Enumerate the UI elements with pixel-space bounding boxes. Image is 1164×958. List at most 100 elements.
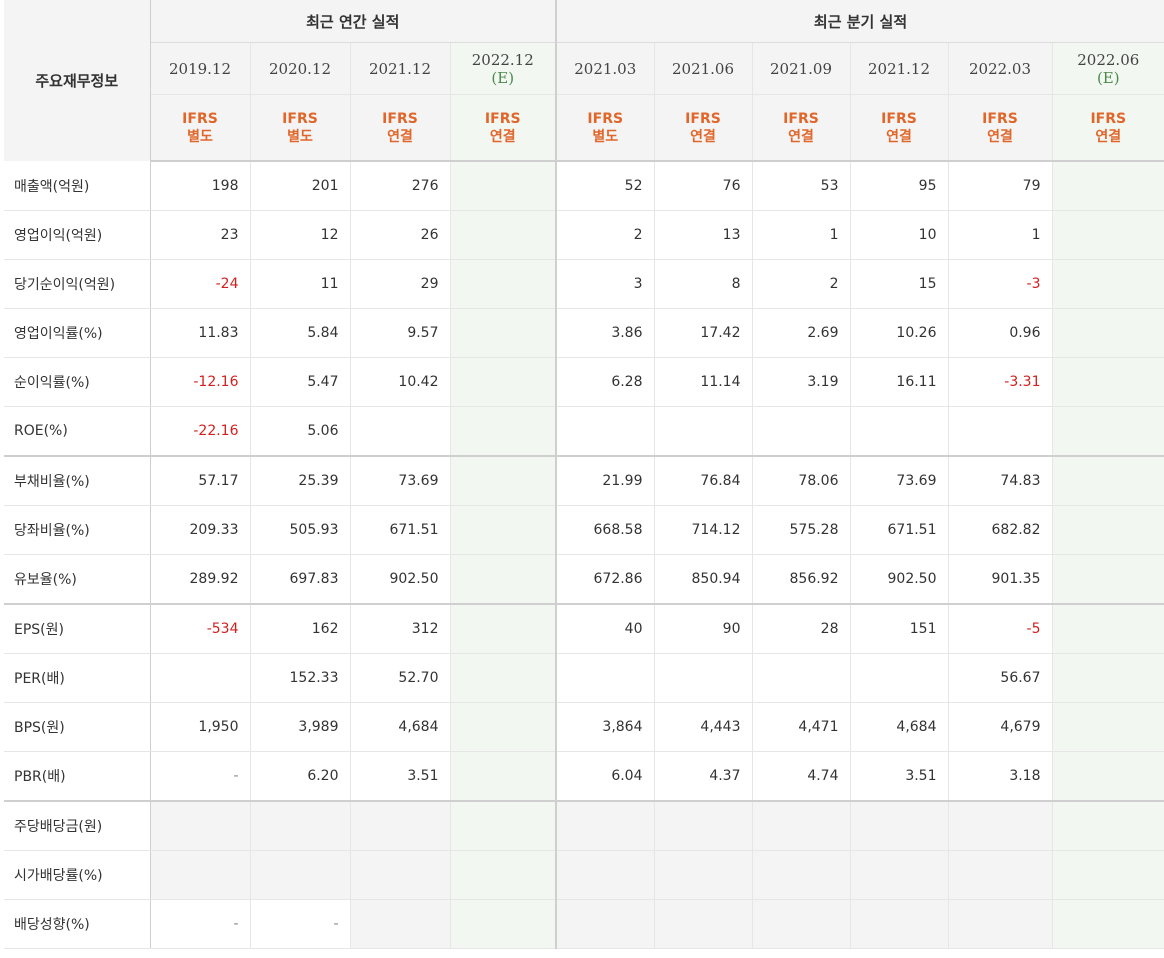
- value-cell: [947, 406, 1052, 457]
- value-cell: 9.57: [349, 308, 450, 358]
- value-cell: [449, 357, 556, 407]
- value-cell: [1051, 751, 1164, 802]
- value-cell: 850.94: [653, 554, 752, 605]
- table-row: 영업이익(억원) 23 12 26 2 13 1 10 1: [4, 210, 1164, 260]
- value-cell: 3.86: [555, 308, 654, 358]
- period-label: 2021.03: [574, 59, 637, 78]
- value-cell: 6.20: [249, 751, 350, 802]
- period-header: 2021.06: [653, 42, 752, 95]
- value-cell: [449, 899, 556, 949]
- value-cell: 95: [849, 161, 948, 211]
- value-cell: 682.82: [947, 505, 1052, 555]
- value-cell: [947, 801, 1052, 851]
- period-label: 2021.12: [368, 59, 432, 78]
- value-cell: 4,684: [349, 702, 450, 752]
- value-cell: [555, 850, 654, 900]
- value-cell: 90: [653, 604, 752, 654]
- value-cell: 52: [555, 161, 654, 211]
- value-cell: 3,864: [555, 702, 654, 752]
- value-cell: 1: [751, 210, 850, 260]
- table-row: ROE(%) -22.16 5.06: [4, 406, 1164, 457]
- value-cell: 8: [653, 259, 752, 309]
- value-cell: 28: [751, 604, 850, 654]
- value-cell: [1051, 505, 1164, 555]
- period-label: 2022.06: [1077, 50, 1140, 69]
- value-cell: 162: [249, 604, 350, 654]
- row-label-header: 주요재무정보: [4, 0, 151, 161]
- value-cell: 10.26: [849, 308, 948, 358]
- period-header: 2022.06 (E): [1051, 42, 1164, 95]
- value-cell: 856.92: [751, 554, 850, 605]
- table-row: 당좌비율(%) 209.33 505.93 671.51 668.58 714.12 575…: [4, 505, 1164, 555]
- value-cell: 11.83: [149, 308, 250, 358]
- value-cell: [349, 801, 450, 851]
- row-label: EPS(원): [4, 604, 151, 654]
- value-cell: [653, 406, 752, 457]
- value-cell: -24: [149, 259, 250, 309]
- standard-name: IFRS: [1090, 110, 1127, 127]
- accounting-standard: IFRS 연결: [1051, 94, 1164, 162]
- value-cell: [1051, 850, 1164, 900]
- value-cell: 73.69: [349, 456, 450, 506]
- value-cell: 3.51: [849, 751, 948, 802]
- row-label: 영업이익률(%): [4, 308, 151, 358]
- value-cell: 902.50: [349, 554, 450, 605]
- value-cell: 505.93: [249, 505, 350, 555]
- standard-scope: 별도: [592, 128, 619, 145]
- accounting-standard: IFRS 연결: [653, 94, 752, 162]
- standard-name: IFRS: [182, 110, 218, 127]
- row-label: PER(배): [4, 653, 151, 703]
- value-cell: [449, 456, 556, 506]
- value-cell: [849, 850, 948, 900]
- period-header: 2022.12 (E): [449, 42, 556, 95]
- period-label: 2021.12: [867, 59, 931, 78]
- value-cell: 2.69: [751, 308, 850, 358]
- value-cell: 25.39: [249, 456, 350, 506]
- period-label: 2022.12: [471, 50, 534, 69]
- row-label: BPS(원): [4, 702, 151, 752]
- value-cell: 56.67: [947, 653, 1052, 703]
- table-row: 배당성향(%) - -: [4, 899, 1164, 949]
- period-label: 2022.03: [968, 59, 1032, 78]
- value-cell: 11.14: [653, 357, 752, 407]
- value-cell: [653, 899, 752, 949]
- value-cell: [1051, 801, 1164, 851]
- value-cell: 4,443: [653, 702, 752, 752]
- value-cell: [1051, 653, 1164, 703]
- value-cell: [1051, 604, 1164, 654]
- value-cell: [1051, 456, 1164, 506]
- value-cell: 312: [349, 604, 450, 654]
- value-cell: 5.84: [249, 308, 350, 358]
- value-cell: 13: [653, 210, 752, 260]
- value-cell: -: [149, 899, 250, 949]
- value-cell: 76: [653, 161, 752, 211]
- table-row: BPS(원) 1,950 3,989 4,684 3,864 4,443 4,471 4,68…: [4, 702, 1164, 752]
- value-cell: 668.58: [555, 505, 654, 555]
- period-header: 2019.12: [149, 42, 250, 95]
- value-cell: 53: [751, 161, 850, 211]
- period-header: 2021.12: [849, 42, 948, 95]
- value-cell: [449, 210, 556, 260]
- value-cell: [555, 406, 654, 457]
- value-cell: [1051, 554, 1164, 605]
- accounting-standard: IFRS 별도: [249, 94, 350, 162]
- value-cell: [1051, 357, 1164, 407]
- value-cell: [449, 505, 556, 555]
- value-cell: [349, 850, 450, 900]
- value-cell: -: [149, 751, 250, 802]
- value-cell: [1051, 308, 1164, 358]
- value-cell: [849, 406, 948, 457]
- table-row: 부채비율(%) 57.17 25.39 73.69 21.99 76.84 78.06 73.…: [4, 456, 1164, 506]
- financial-summary-table: 주요재무정보 최근 연간 실적 최근 분기 실적 2019.12 2020.12 2…: [4, 0, 1164, 949]
- standard-name: IFRS: [587, 110, 624, 127]
- value-cell: 2: [751, 259, 850, 309]
- value-cell: 11: [249, 259, 350, 309]
- value-cell: [449, 406, 556, 457]
- value-cell: -12.16: [149, 357, 250, 407]
- value-cell: [449, 161, 556, 211]
- standard-name: IFRS: [382, 110, 418, 127]
- annual-group-header: 최근 연간 실적: [150, 0, 556, 43]
- value-cell: 29: [349, 259, 450, 309]
- accounting-standard: IFRS 별도: [149, 94, 250, 162]
- value-cell: [149, 801, 250, 851]
